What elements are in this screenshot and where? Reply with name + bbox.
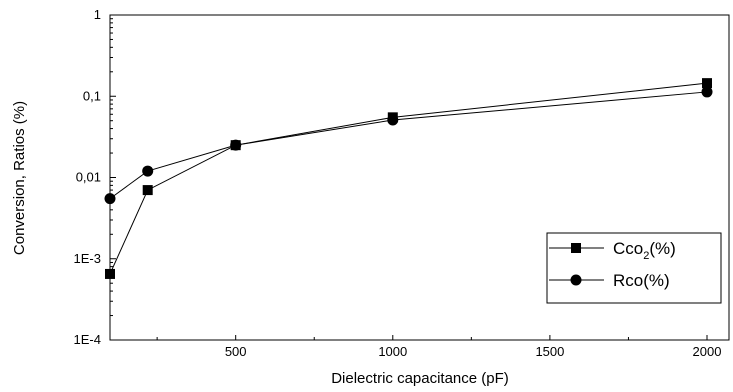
- y-tick-label: 0,1: [83, 88, 101, 103]
- legend-marker-square: [571, 243, 581, 253]
- y-tick-label: 1E-3: [74, 251, 101, 266]
- x-tick-label: 2000: [693, 344, 722, 359]
- y-tick-label: 1E-4: [74, 332, 101, 347]
- data-point-cco2: [142, 185, 153, 196]
- data-point-rco: [701, 86, 713, 98]
- series-line-rco: [109, 91, 708, 199]
- data-point-rco: [142, 165, 154, 177]
- data-point-cco2: [105, 268, 115, 279]
- y-axis-ticks: 1E-4 1E-3 0,01 0,1 1: [74, 7, 116, 347]
- legend-marker-circle: [570, 274, 582, 286]
- x-tick-label: 1500: [535, 344, 564, 359]
- x-tick-label: 500: [225, 344, 247, 359]
- y-axis-title: Conversion, Ratios (%): [11, 101, 28, 255]
- x-axis-title: Dielectric capacitance (pF): [331, 370, 509, 387]
- x-axis-ticks: 500 1000 1500 2000: [156, 335, 722, 359]
- y-tick-label: 0,01: [76, 170, 101, 185]
- legend: Cco2(%) Rco(%): [546, 232, 722, 304]
- series-rco: [104, 86, 713, 205]
- legend-label-cco2: Cco2(%): [613, 239, 676, 262]
- series-layer: [104, 78, 713, 279]
- legend-label-rco: Rco(%): [613, 271, 670, 290]
- data-point-cco2: [702, 78, 713, 89]
- x-tick-label: 1000: [378, 344, 407, 359]
- data-point-rco: [230, 139, 242, 151]
- data-point-rco: [104, 193, 116, 205]
- y-tick-label: 1: [94, 7, 101, 22]
- data-point-rco: [387, 114, 399, 126]
